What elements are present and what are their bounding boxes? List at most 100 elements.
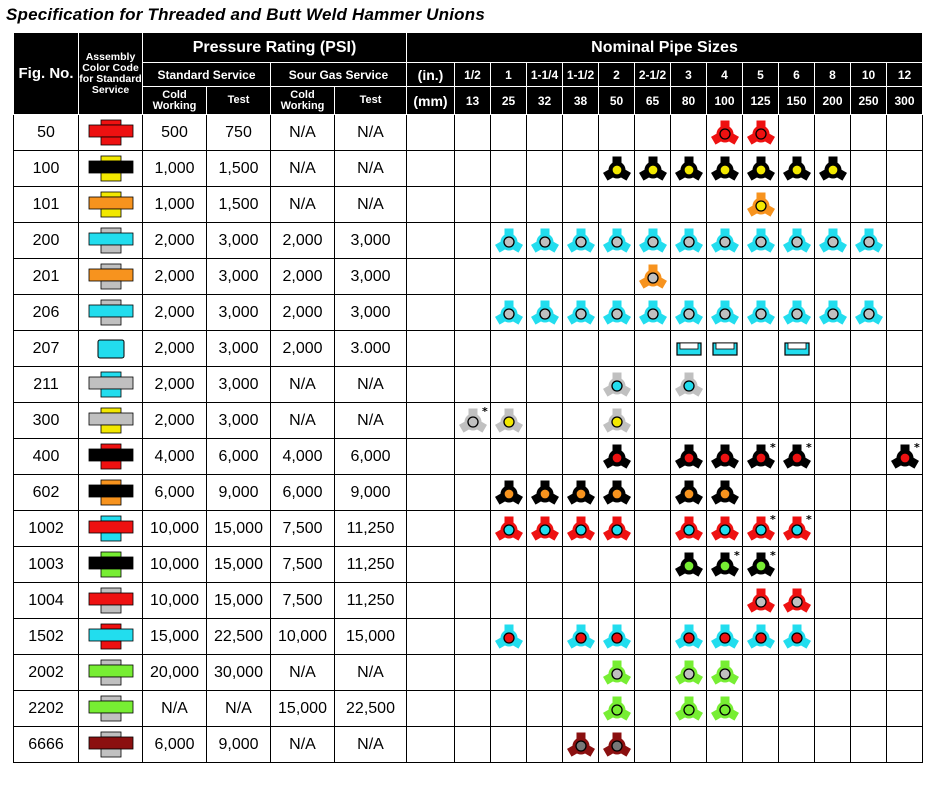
inch-unit-label: (in.)	[406, 62, 455, 87]
size-cell-1-2	[454, 654, 491, 691]
size-cell-8	[814, 546, 851, 583]
hammer-union-symbol: *	[746, 443, 776, 469]
hammer-union-symbol	[710, 300, 739, 325]
size-cell-3	[670, 222, 707, 259]
fig-number: 2002	[13, 654, 79, 691]
size-cell-2-1-2	[634, 150, 671, 187]
size-cell-3	[670, 438, 707, 475]
size-cell-6	[778, 546, 815, 583]
size-cell-1	[490, 546, 527, 583]
std-test-value: N/A	[206, 690, 271, 727]
union-assembly-icon	[88, 155, 133, 181]
union-assembly-icon	[88, 263, 133, 289]
sour-test-value: 15,000	[334, 618, 407, 655]
sour-gas-service-header: Sour Gas Service	[270, 62, 407, 87]
size-cell-1	[490, 582, 527, 619]
size-cell-5	[742, 618, 779, 655]
size-cell-5	[742, 402, 779, 439]
size-cell-1-1-4	[526, 546, 563, 583]
size-cell-8	[814, 114, 851, 151]
size-cell-2-1-2	[634, 474, 671, 511]
size-cell-1-1-4	[526, 294, 563, 331]
size-cell-6	[778, 474, 815, 511]
size-cell-12	[886, 186, 923, 223]
size-cell-8	[814, 294, 851, 331]
pressure-rating-header: Pressure Rating (PSI)	[142, 32, 407, 63]
size-cell-1	[490, 690, 527, 727]
size-cell-1	[490, 114, 527, 151]
size-cell-5: *	[742, 546, 779, 583]
size-cell-1-2	[454, 150, 491, 187]
size-cell-1	[490, 438, 527, 475]
assembly-color-cell	[78, 150, 143, 187]
std-test-value: 3,000	[206, 366, 271, 403]
size-cell-1-1-4	[526, 510, 563, 547]
svg-text:*: *	[770, 551, 776, 562]
nominal-pipe-sizes-header: Nominal Pipe Sizes	[406, 32, 923, 63]
size-cell-1-2	[454, 330, 491, 367]
size-cell-1	[490, 294, 527, 331]
std-cold-working-value: 20,000	[142, 654, 207, 691]
size-cell-2	[598, 654, 635, 691]
size-cell-2	[598, 726, 635, 763]
size-cell-6	[778, 402, 815, 439]
hammer-union-symbol	[638, 156, 667, 181]
size-cell-2	[598, 294, 635, 331]
size-cell-1-2: *	[454, 402, 491, 439]
sour-test-value: 3,000	[334, 222, 407, 259]
sour-test-value: 22,500	[334, 690, 407, 727]
size-cell-3	[670, 654, 707, 691]
std-test-value: 3,000	[206, 222, 271, 259]
table-row: 100 1,000 1,500 N/A N/A	[13, 150, 923, 187]
std-cold-working-value: 10,000	[142, 582, 207, 619]
size-cell-1	[490, 510, 527, 547]
size-cell-3	[670, 150, 707, 187]
std-test-value: 1,500	[206, 150, 271, 187]
table-row: 201 2,000 3,000 2,000 3,000	[13, 258, 923, 295]
hammer-union-symbol	[602, 228, 631, 253]
hammer-union-symbol: *	[746, 515, 776, 541]
sour-test-value: N/A	[334, 114, 407, 151]
size-cell-1-1-2	[562, 438, 599, 475]
hammer-union-symbol	[782, 228, 811, 253]
hammer-union-symbol	[746, 192, 775, 217]
hammer-union-symbol	[746, 300, 775, 325]
standard-service-header: Standard Service	[142, 62, 271, 87]
unit-spacer-cell	[406, 474, 455, 511]
hammer-union-symbol	[638, 300, 667, 325]
sour-test-value: 11,250	[334, 510, 407, 547]
size-cell-12	[886, 294, 923, 331]
size-cell-5	[742, 330, 779, 367]
hammer-union-symbol	[674, 300, 703, 325]
size-cell-2-1-2	[634, 258, 671, 295]
size-cell-8	[814, 618, 851, 655]
union-assembly-icon	[88, 623, 133, 649]
hammer-union-symbol	[710, 480, 739, 505]
sour-cold-working-value: 2,000	[270, 294, 335, 331]
unit-spacer-cell	[406, 222, 455, 259]
size-cell-1	[490, 150, 527, 187]
size-cell-8	[814, 474, 851, 511]
std-cold-working-value: 10,000	[142, 546, 207, 583]
size-cell-12	[886, 546, 923, 583]
hammer-union-symbol	[530, 228, 559, 253]
size-cell-3	[670, 690, 707, 727]
size-cell-3	[670, 618, 707, 655]
union-assembly-icon	[88, 479, 133, 505]
size-cell-5	[742, 114, 779, 151]
sour-test-value: 11,250	[334, 582, 407, 619]
hammer-union-symbol	[746, 228, 775, 253]
hammer-union-symbol: *	[746, 551, 776, 577]
hammer-union-symbol	[674, 516, 703, 541]
std-cold-working-value: 2,000	[142, 222, 207, 259]
size-cell-5	[742, 726, 779, 763]
fig-number: 211	[13, 366, 79, 403]
std-test-value: 3,000	[206, 402, 271, 439]
size-cell-2-1-2	[634, 294, 671, 331]
unit-spacer-cell	[406, 402, 455, 439]
unit-spacer-cell	[406, 690, 455, 727]
size-cell-8	[814, 150, 851, 187]
std-test-value: 750	[206, 114, 271, 151]
sour-cold-working-value: 7,500	[270, 546, 335, 583]
sour-cold-working-value: 2,000	[270, 330, 335, 367]
